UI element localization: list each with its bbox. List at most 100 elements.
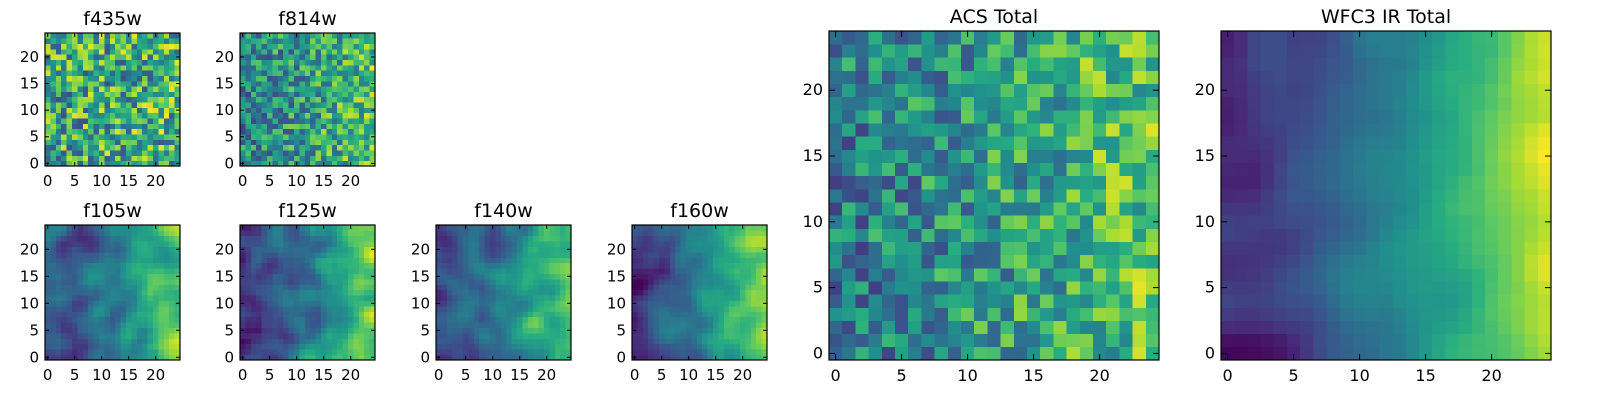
heatmap-cell <box>637 295 644 301</box>
heatmap-cell <box>45 235 51 242</box>
heatmap-cell <box>174 38 181 45</box>
heatmap-cell <box>348 311 354 318</box>
heatmap-cell <box>369 128 376 135</box>
heatmap-cells <box>45 225 181 361</box>
heatmap-cell <box>881 83 896 98</box>
heatmap-cell <box>136 112 143 119</box>
heatmap-cell <box>163 246 170 253</box>
heatmap-cell <box>364 306 370 312</box>
heatmap-cell <box>331 311 338 318</box>
heatmap-cell <box>131 262 138 269</box>
heatmap-cell <box>120 252 127 258</box>
heatmap-cell <box>479 246 485 253</box>
heatmap-cell <box>147 284 154 291</box>
heatmap-cell <box>158 322 165 328</box>
heatmap-cell <box>294 289 300 296</box>
heatmap-cell <box>272 311 279 318</box>
heatmap-cell <box>664 349 671 355</box>
heatmap-cell <box>55 322 62 328</box>
heatmap-cell <box>326 343 333 350</box>
x-tick-label: 10 <box>287 366 306 384</box>
heatmap-cell <box>283 349 289 355</box>
heatmap-cell <box>88 118 94 124</box>
heatmap-cell <box>452 338 458 345</box>
heatmap-cell <box>484 306 491 312</box>
heatmap-cell <box>142 268 148 274</box>
heatmap-cell <box>50 230 57 237</box>
heatmap-cell <box>245 54 252 60</box>
heatmap-cell <box>82 70 89 76</box>
heatmap-cell <box>109 118 116 124</box>
heatmap-cell <box>1498 241 1512 256</box>
heatmap-cell <box>745 338 752 345</box>
heatmap-cell <box>66 284 73 291</box>
heatmap-cell <box>1106 57 1120 71</box>
heatmap-cell <box>136 86 143 92</box>
heatmap-cell <box>441 338 448 345</box>
heatmap-cell <box>1300 202 1314 216</box>
heatmap-cell <box>750 284 757 291</box>
y-tick-label: 5 <box>813 278 823 297</box>
heatmap-cell <box>511 343 518 350</box>
heatmap-cell <box>250 349 257 355</box>
heatmap-cell <box>669 279 676 285</box>
heatmap-cell <box>560 338 566 345</box>
heatmap-cell <box>277 354 284 361</box>
heatmap-cell <box>142 230 148 237</box>
heatmap-cell <box>294 144 300 151</box>
heatmap-cell <box>544 230 550 237</box>
heatmap-cell <box>315 322 322 328</box>
heatmap-cell <box>1458 254 1473 269</box>
heatmap-cell <box>120 96 127 103</box>
heatmap-cell <box>331 38 338 45</box>
heatmap-cell <box>256 150 262 156</box>
heatmap-cell <box>1326 267 1341 282</box>
heatmap-cell <box>479 322 485 328</box>
heatmap-cell <box>1498 320 1512 335</box>
heatmap-cell <box>734 230 741 237</box>
panel-title: WFC3 IR Total <box>1321 6 1451 28</box>
heatmap-cell <box>245 306 252 312</box>
heatmap-cell <box>294 75 300 82</box>
heatmap-cell <box>294 316 300 323</box>
heatmap-cell <box>93 306 100 312</box>
heatmap-cell <box>527 279 534 285</box>
heatmap-cell <box>702 279 708 285</box>
heatmap-cell <box>153 144 159 151</box>
heatmap-cell <box>908 188 922 203</box>
heatmap-cell <box>1145 294 1160 308</box>
heatmap-cell <box>842 307 856 321</box>
heatmap-cell <box>527 235 534 242</box>
heatmap-cell <box>120 235 127 242</box>
heatmap-cell <box>723 235 730 242</box>
heatmap-cell <box>256 306 262 312</box>
heatmap-cell <box>500 316 507 323</box>
heatmap-cell <box>294 96 300 103</box>
heatmap-cell <box>82 241 89 247</box>
heatmap-cell <box>364 311 370 318</box>
heatmap-cell <box>1287 162 1301 177</box>
heatmap-cell <box>358 128 365 135</box>
heatmap-cell <box>364 333 370 339</box>
y-tick-label: 10 <box>803 212 823 231</box>
heatmap-cell <box>702 306 708 312</box>
heatmap-cell <box>1458 215 1473 229</box>
heatmap-cell <box>1287 320 1301 335</box>
heatmap-cell <box>761 241 768 247</box>
heatmap-cell <box>153 241 159 247</box>
heatmap-cell <box>337 252 343 258</box>
heatmap-cell <box>304 64 311 71</box>
heatmap-cell <box>560 295 566 301</box>
heatmap-cell <box>1066 241 1081 256</box>
heatmap-cell <box>495 225 502 231</box>
heatmap-cell <box>342 349 349 355</box>
x-tick-label: 0 <box>238 366 248 384</box>
heatmap-cell <box>55 284 62 291</box>
heatmap-cell <box>369 343 376 350</box>
heatmap-cell <box>675 235 681 242</box>
heatmap-cell <box>267 144 273 151</box>
heatmap-cell <box>490 316 496 323</box>
heatmap-cell <box>707 279 714 285</box>
heatmap-cell <box>304 230 311 237</box>
heatmap-cell <box>1313 188 1327 203</box>
